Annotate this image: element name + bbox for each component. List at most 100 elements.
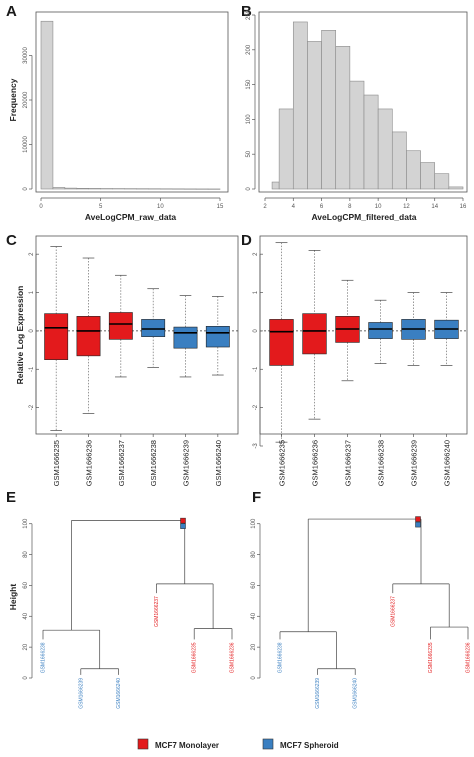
x-tick-label: 10 — [375, 204, 382, 210]
leaf-label: GSM1666237 — [390, 596, 396, 627]
y-tick-label: 0 — [253, 329, 259, 333]
x-category-label: GSM1666237 — [344, 440, 353, 486]
x-tick-label: 6 — [320, 204, 324, 210]
box-iqr — [173, 326, 198, 349]
y-tick-label: -2 — [29, 404, 35, 410]
histogram-bar — [271, 181, 280, 190]
y-tick-label: 0 — [29, 329, 35, 333]
y-tick-label: 40 — [251, 612, 257, 619]
y-tick-label: 50 — [246, 150, 252, 157]
x-tick-label: 16 — [460, 204, 467, 210]
y-tick-label: 40 — [23, 612, 29, 619]
x-category-label: GSM1666235 — [52, 440, 61, 486]
y-tick-label: 100 — [246, 114, 252, 125]
panel-a-histogram: 0 5 10 15 0 10000 20000 30000 AveLogCPM_raw_data… — [8, 11, 229, 222]
histogram-bar — [420, 162, 436, 190]
x-category-label: GSM1666236 — [311, 440, 320, 486]
y-tick-label: 20000 — [23, 91, 29, 108]
y-tick-label: 150 — [246, 79, 252, 90]
y-tick-label: 1 — [253, 290, 259, 294]
leaf-label: GSM1666239 — [315, 678, 321, 709]
histogram-bar — [52, 187, 66, 190]
y-tick-label: 100 — [23, 518, 29, 529]
y-tick-label: 2 — [29, 252, 35, 256]
legend: MCF7 Monolayer MCF7 Spheroid — [137, 738, 339, 750]
x-category-label: GSM1666240 — [214, 440, 223, 486]
histogram-bar — [307, 41, 322, 190]
x-category-label: GSM1666238 — [377, 440, 386, 486]
legend-label-monolayer: MCF7 Monolayer — [155, 741, 219, 750]
y-tick-label: 10000 — [23, 135, 29, 152]
x-axis-title: AveLogCPM_raw_data — [85, 212, 177, 222]
leaf-label: GSM1666235 — [428, 642, 434, 673]
plot-frame — [258, 11, 468, 193]
x-tick-label: 14 — [431, 204, 438, 210]
box-iqr — [269, 319, 294, 366]
root-marker-monolayer — [415, 516, 421, 522]
histogram-bar — [64, 187, 78, 190]
x-category-label: GSM1666239 — [410, 440, 419, 486]
box-iqr — [108, 312, 133, 340]
y-tick-label: 0 — [246, 187, 252, 191]
root-marker-monolayer — [180, 517, 186, 524]
panel-letter-e: E — [6, 489, 16, 506]
y-tick-label: 80 — [251, 551, 257, 558]
y-tick-label: -1 — [253, 366, 259, 372]
plot-frame — [35, 11, 229, 193]
y-tick-label: 0 — [23, 676, 29, 680]
y-tick-label: 60 — [23, 581, 29, 588]
y-tick-label: -3 — [253, 443, 259, 449]
y-tick-label: 60 — [251, 581, 257, 588]
y-tick-label: -2 — [253, 404, 259, 410]
x-tick-label: 8 — [348, 204, 352, 210]
panel-letter-c: C — [6, 232, 17, 249]
y-tick-label: 0 — [251, 676, 257, 680]
legend-swatch-monolayer — [137, 738, 149, 750]
histogram-bar — [40, 20, 54, 190]
x-category-label: GSM1666235 — [278, 440, 287, 486]
histogram-bar — [292, 21, 308, 190]
leaf-label: GSM1666240 — [353, 678, 359, 709]
box-iqr — [368, 322, 393, 339]
panel-letter-a: A — [6, 3, 17, 20]
box-iqr — [302, 313, 327, 355]
y-axis-title: Relative Log Expression — [15, 286, 25, 385]
x-category-label: GSM1666238 — [149, 440, 158, 486]
y-tick-label: 250 — [246, 9, 252, 20]
y-tick-label: 80 — [23, 551, 29, 558]
panel-letter-d: D — [241, 232, 252, 249]
x-tick-label: 12 — [403, 204, 410, 210]
y-tick-label: 20 — [23, 643, 29, 650]
x-category-label: GSM1666240 — [443, 440, 452, 486]
x-category-label: GSM1666239 — [182, 440, 191, 486]
panel-letter-f: F — [252, 489, 261, 506]
y-axis-title: Frequency — [8, 78, 18, 121]
x-category-label: GSM1666236 — [85, 440, 94, 486]
histogram-bar — [448, 186, 464, 190]
histogram-bar — [363, 94, 379, 190]
x-tick-label: 5 — [99, 204, 103, 210]
root-marker-spheroid — [415, 521, 421, 528]
panel-b-histogram: 2 4 6 8 10 12 14 16 0 50 100 150 200 250 AveLogCPM_fil… — [246, 9, 468, 222]
leaf-label: GSM1666238 — [41, 642, 47, 673]
legend-label-spheroid: MCF7 Spheroid — [280, 741, 339, 750]
leaf-label: GSM1666240 — [116, 678, 122, 709]
x-tick-label: 4 — [292, 204, 296, 210]
y-tick-label: 1 — [29, 290, 35, 294]
x-tick-label: 0 — [39, 204, 43, 210]
x-tick-label: 10 — [157, 204, 164, 210]
y-tick-label: 20 — [251, 643, 257, 650]
histogram-bar — [335, 46, 351, 190]
root-marker-spheroid — [180, 523, 186, 529]
panel-d-boxplot: GSM1666235 GSM1666236 GSM1666237 GSM1666238… — [253, 235, 468, 486]
histogram-bar — [377, 108, 393, 190]
histogram-bar — [278, 108, 294, 190]
histogram-bar — [406, 150, 421, 190]
x-tick-label: 15 — [217, 204, 224, 210]
panel-letter-b: B — [241, 3, 252, 20]
leaf-label: GSM1666238 — [278, 642, 284, 673]
leaf-label: GSM1666237 — [154, 596, 160, 627]
box-iqr — [205, 326, 230, 348]
legend-swatch-spheroid — [262, 738, 274, 750]
leaf-label: GSM1666236 — [230, 642, 236, 673]
